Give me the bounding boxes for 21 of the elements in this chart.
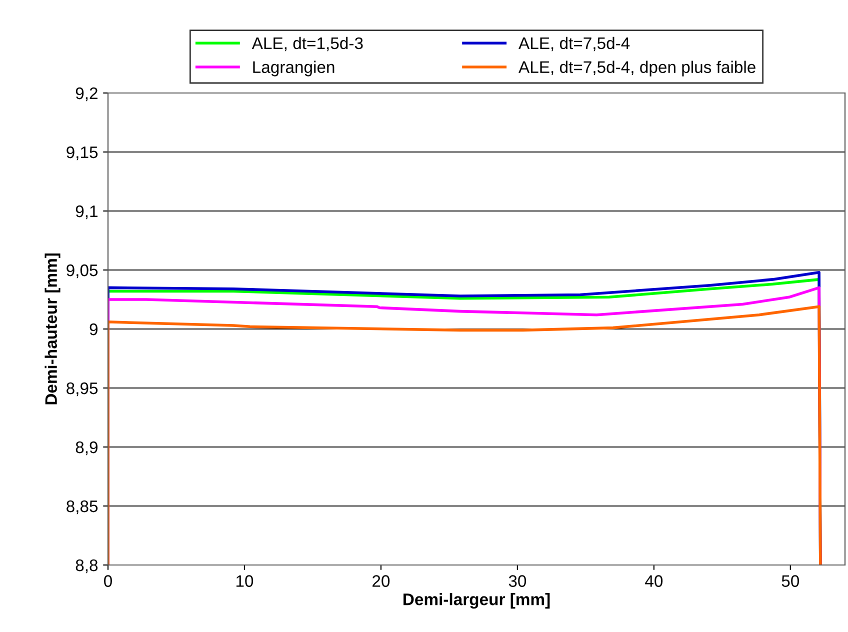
x-tick-label: 10 [236, 575, 254, 587]
legend-label: ALE, dt=1,5d-3 [252, 36, 363, 52]
x-tick-label: 20 [372, 575, 390, 587]
x-tick-label: 40 [645, 575, 663, 587]
x-tick-label: 30 [508, 575, 526, 587]
x-axis-title: Demi-largeur [mm] [404, 593, 550, 609]
y-tick-label: 8,9 [76, 441, 98, 456]
y-tick-label: 9 [90, 323, 98, 336]
y-tick-label: 9,05 [66, 264, 98, 278]
y-tick-label: 8,85 [66, 500, 98, 514]
x-tick-label: 0 [104, 575, 112, 587]
legend-label: ALE, dt=7,5d-4, dpen plus faible [518, 60, 756, 76]
x-tick-label: 50 [782, 575, 800, 587]
y-tick-label: 8,8 [76, 559, 98, 574]
y-axis-title: Demi-hauteur [mm] [44, 254, 60, 404]
y-tick-label: 9,2 [76, 87, 98, 102]
y-tick-label: 9,15 [66, 146, 98, 160]
legend-label: Lagrangien [253, 60, 334, 76]
y-tick-label: 9,1 [76, 205, 98, 220]
legend-label: ALE, dt=7,5d-4 [518, 36, 630, 52]
y-tick-label: 8,95 [66, 382, 98, 396]
